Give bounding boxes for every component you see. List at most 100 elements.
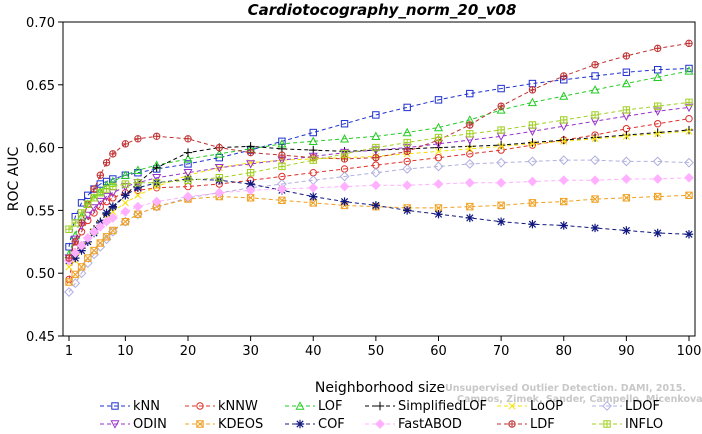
point-kdeos-90 (622, 194, 631, 202)
point-lof-40 (308, 136, 318, 146)
point-kdeos-4 (84, 254, 92, 262)
legend-item-knnw: kNNW (185, 399, 258, 414)
point-ldf-90 (622, 52, 631, 60)
point-odin-5 (89, 204, 99, 213)
point-fastabod-20 (183, 191, 193, 202)
legend-label-inflo: INFLO (625, 417, 663, 432)
point-knnw-100 (685, 115, 693, 123)
point-lof-50 (371, 131, 381, 140)
legend: kNN kNNW LOF SimplifiedLOF LoOP LDOF ODIN KDEOS… (100, 399, 663, 432)
legend-label-ldof: LDOF (625, 399, 660, 414)
legend-label-knn: kNN (133, 399, 160, 414)
legend-label-fastabod: FastABOD (398, 417, 462, 432)
point-cof-2 (71, 253, 80, 263)
x-tick-label-80: 80 (555, 344, 572, 359)
point-knn-70 (497, 84, 505, 93)
point-simplifiedlof-80 (559, 135, 568, 145)
point-inflo-7 (102, 185, 111, 193)
point-inflo-10 (121, 180, 130, 188)
point-odin-6 (95, 197, 105, 207)
point-lof-95 (653, 72, 663, 81)
point-ldof-65 (464, 159, 475, 169)
point-knn-8 (109, 175, 117, 183)
x-tick-label-30: 30 (242, 344, 259, 359)
point-odin-20 (183, 169, 193, 178)
x-tick-label-40: 40 (305, 344, 322, 359)
point-simplifiedlof-85 (590, 133, 600, 142)
point-odin-30 (246, 160, 256, 169)
point-knn-100 (685, 64, 693, 73)
y-tick-label-2: 0.55 (26, 204, 55, 219)
point-lof-12 (133, 165, 143, 174)
point-kdeos-35 (278, 196, 286, 205)
point-cof-7 (102, 208, 111, 218)
point-cof-100 (684, 230, 694, 239)
point-fastabod-95 (652, 174, 663, 184)
point-kdeos-100 (685, 191, 693, 200)
point-knn-60 (434, 96, 443, 104)
point-ldf-1 (65, 254, 73, 262)
point-knn-35 (278, 137, 286, 146)
series-inflo (65, 98, 693, 233)
point-inflo-60 (434, 133, 443, 142)
point-odin-45 (340, 148, 350, 158)
series-layer (64, 39, 694, 297)
point-knnw-8 (109, 194, 117, 202)
point-knnw-7 (102, 197, 111, 206)
point-kdeos-5 (90, 246, 98, 255)
legend-marker-ldof (602, 401, 612, 411)
point-ldof-50 (370, 167, 381, 178)
point-cof-8 (108, 202, 118, 211)
point-cof-45 (340, 197, 349, 206)
point-cof-3 (77, 246, 86, 255)
point-inflo-55 (403, 138, 411, 147)
point-fastabod-30 (245, 185, 256, 196)
point-simplifiedlof-90 (622, 130, 631, 140)
point-knn-25 (215, 153, 224, 162)
point-lof-55 (402, 127, 412, 137)
point-cof-55 (402, 206, 412, 215)
point-fastabod-60 (433, 179, 444, 189)
point-inflo-90 (622, 106, 631, 114)
chart-title: Cardiotocography_norm_20_v08 (248, 1, 517, 19)
x-tick-label-10: 10 (117, 344, 134, 359)
point-loop-80 (560, 137, 568, 145)
point-cof-10 (121, 191, 130, 200)
point-loop-75 (528, 140, 536, 148)
point-ldf-6 (96, 171, 105, 179)
point-lof-20 (183, 154, 193, 163)
point-fastabod-10 (120, 206, 131, 217)
point-inflo-40 (309, 156, 317, 164)
point-ldf-8 (109, 150, 117, 158)
point-ldof-100 (684, 157, 694, 168)
point-ldf-70 (497, 102, 505, 110)
point-ldf-3 (77, 219, 86, 227)
point-fastabod-2 (70, 248, 81, 259)
credit-line-2: Campos, Zimek, Sander, Campello, Micenko… (457, 394, 702, 405)
point-odin-25 (214, 163, 224, 173)
point-inflo-35 (278, 162, 286, 171)
point-knnw-65 (466, 150, 474, 158)
point-fastabod-50 (370, 180, 381, 191)
legend-marker-kdeos (196, 420, 204, 428)
legend-marker-cof (295, 419, 305, 429)
point-inflo-70 (497, 126, 505, 134)
y-tick-label-5: 0.70 (26, 16, 55, 31)
legend-item-ldof: LDOF (592, 399, 660, 414)
point-cof-95 (653, 228, 662, 238)
point-cof-80 (559, 221, 568, 230)
point-simplifiedlof-70 (496, 140, 506, 150)
legend-marker-fastabod (375, 419, 385, 429)
legend-item-knn: kNN (100, 399, 160, 414)
x-tick-label-1: 1 (65, 344, 73, 359)
y-tick-label-1: 0.50 (26, 267, 55, 282)
point-knn-90 (622, 68, 631, 76)
series-ldf (65, 39, 693, 262)
point-simplifiedlof-20 (183, 148, 193, 157)
legend-item-kdeos: KDEOS (185, 417, 263, 432)
point-ldf-5 (90, 185, 98, 193)
point-cof-30 (246, 179, 255, 189)
point-lof-75 (527, 97, 537, 107)
point-loop-60 (434, 147, 443, 155)
series-line-loop (68, 130, 690, 268)
